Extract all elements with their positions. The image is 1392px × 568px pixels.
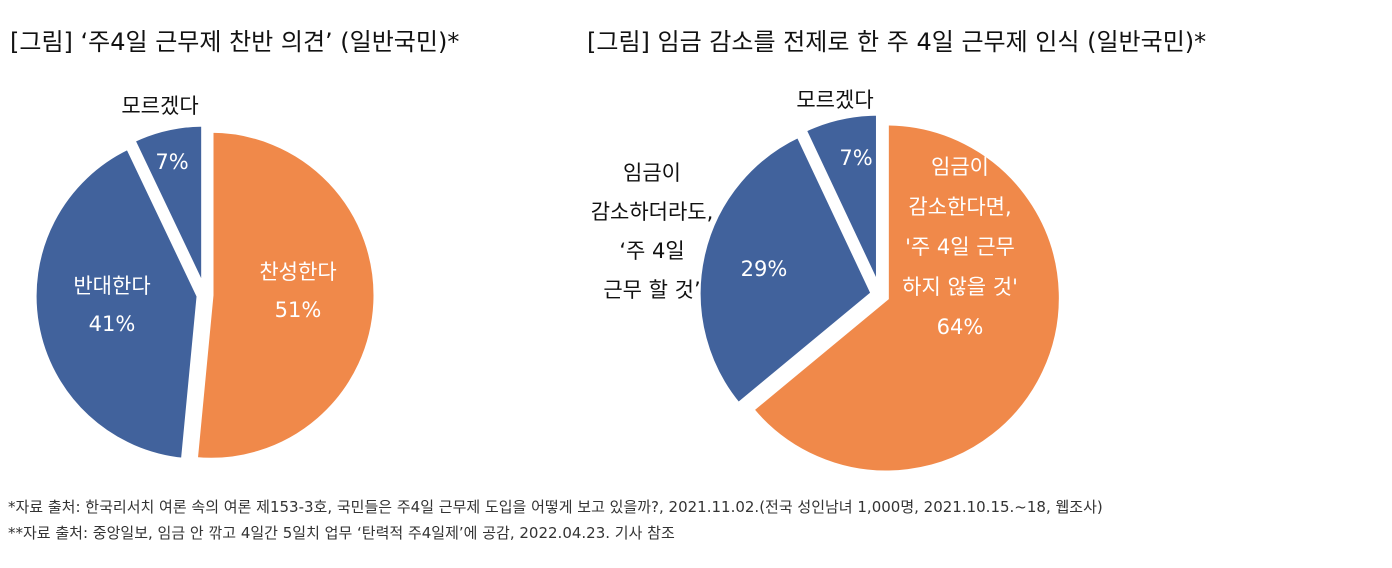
pie1-slice-3-label: 7% [155,150,188,174]
pie1-slice-2 [31,143,202,464]
pie2-slice-2-label: 29% [741,257,788,281]
pie1-slice-1-label: 찬성한다 51% [259,260,336,322]
pie1-slice-3-outer-label: 모르겠다 [121,94,198,118]
pie2-slice-2-outer-label: 임금이 감소하더라도, ‘주 4일 근무 할 것’ [591,161,714,302]
pie2-slice-1-label: 임금이 감소한다면, '주 4일 근무 하지 않을 것' 64% [902,155,1018,339]
chart-title-left: [그림] ‘주4일 근무제 찬반 의견’ (일반국민)* [10,28,460,56]
pie2-slice-3-label: 7% [839,146,872,170]
footnote-source-1: *자료 출처: 한국리서치 여론 속의 여론 제153-3호, 국민들은 주4일… [8,498,1103,516]
chart-title-right: [그림] 임금 감소를 전제로 한 주 4일 근무제 인식 (일반국민)* [587,28,1207,56]
pie2-slice-2 [695,131,877,409]
pie2-slice-3 [800,110,881,290]
footnote-source-2: **자료 출처: 중앙일보, 임금 안 깎고 4일간 5일치 업무 ‘탄력적 주… [8,524,675,542]
pie1-slice-1 [192,127,379,463]
pie2-slice-1 [747,120,1064,476]
pie1-slice-3 [129,121,207,291]
pie1-slice-2-label: 반대한다 41% [73,274,150,336]
pie2-slice-3-outer-label: 모르겠다 [796,88,873,112]
